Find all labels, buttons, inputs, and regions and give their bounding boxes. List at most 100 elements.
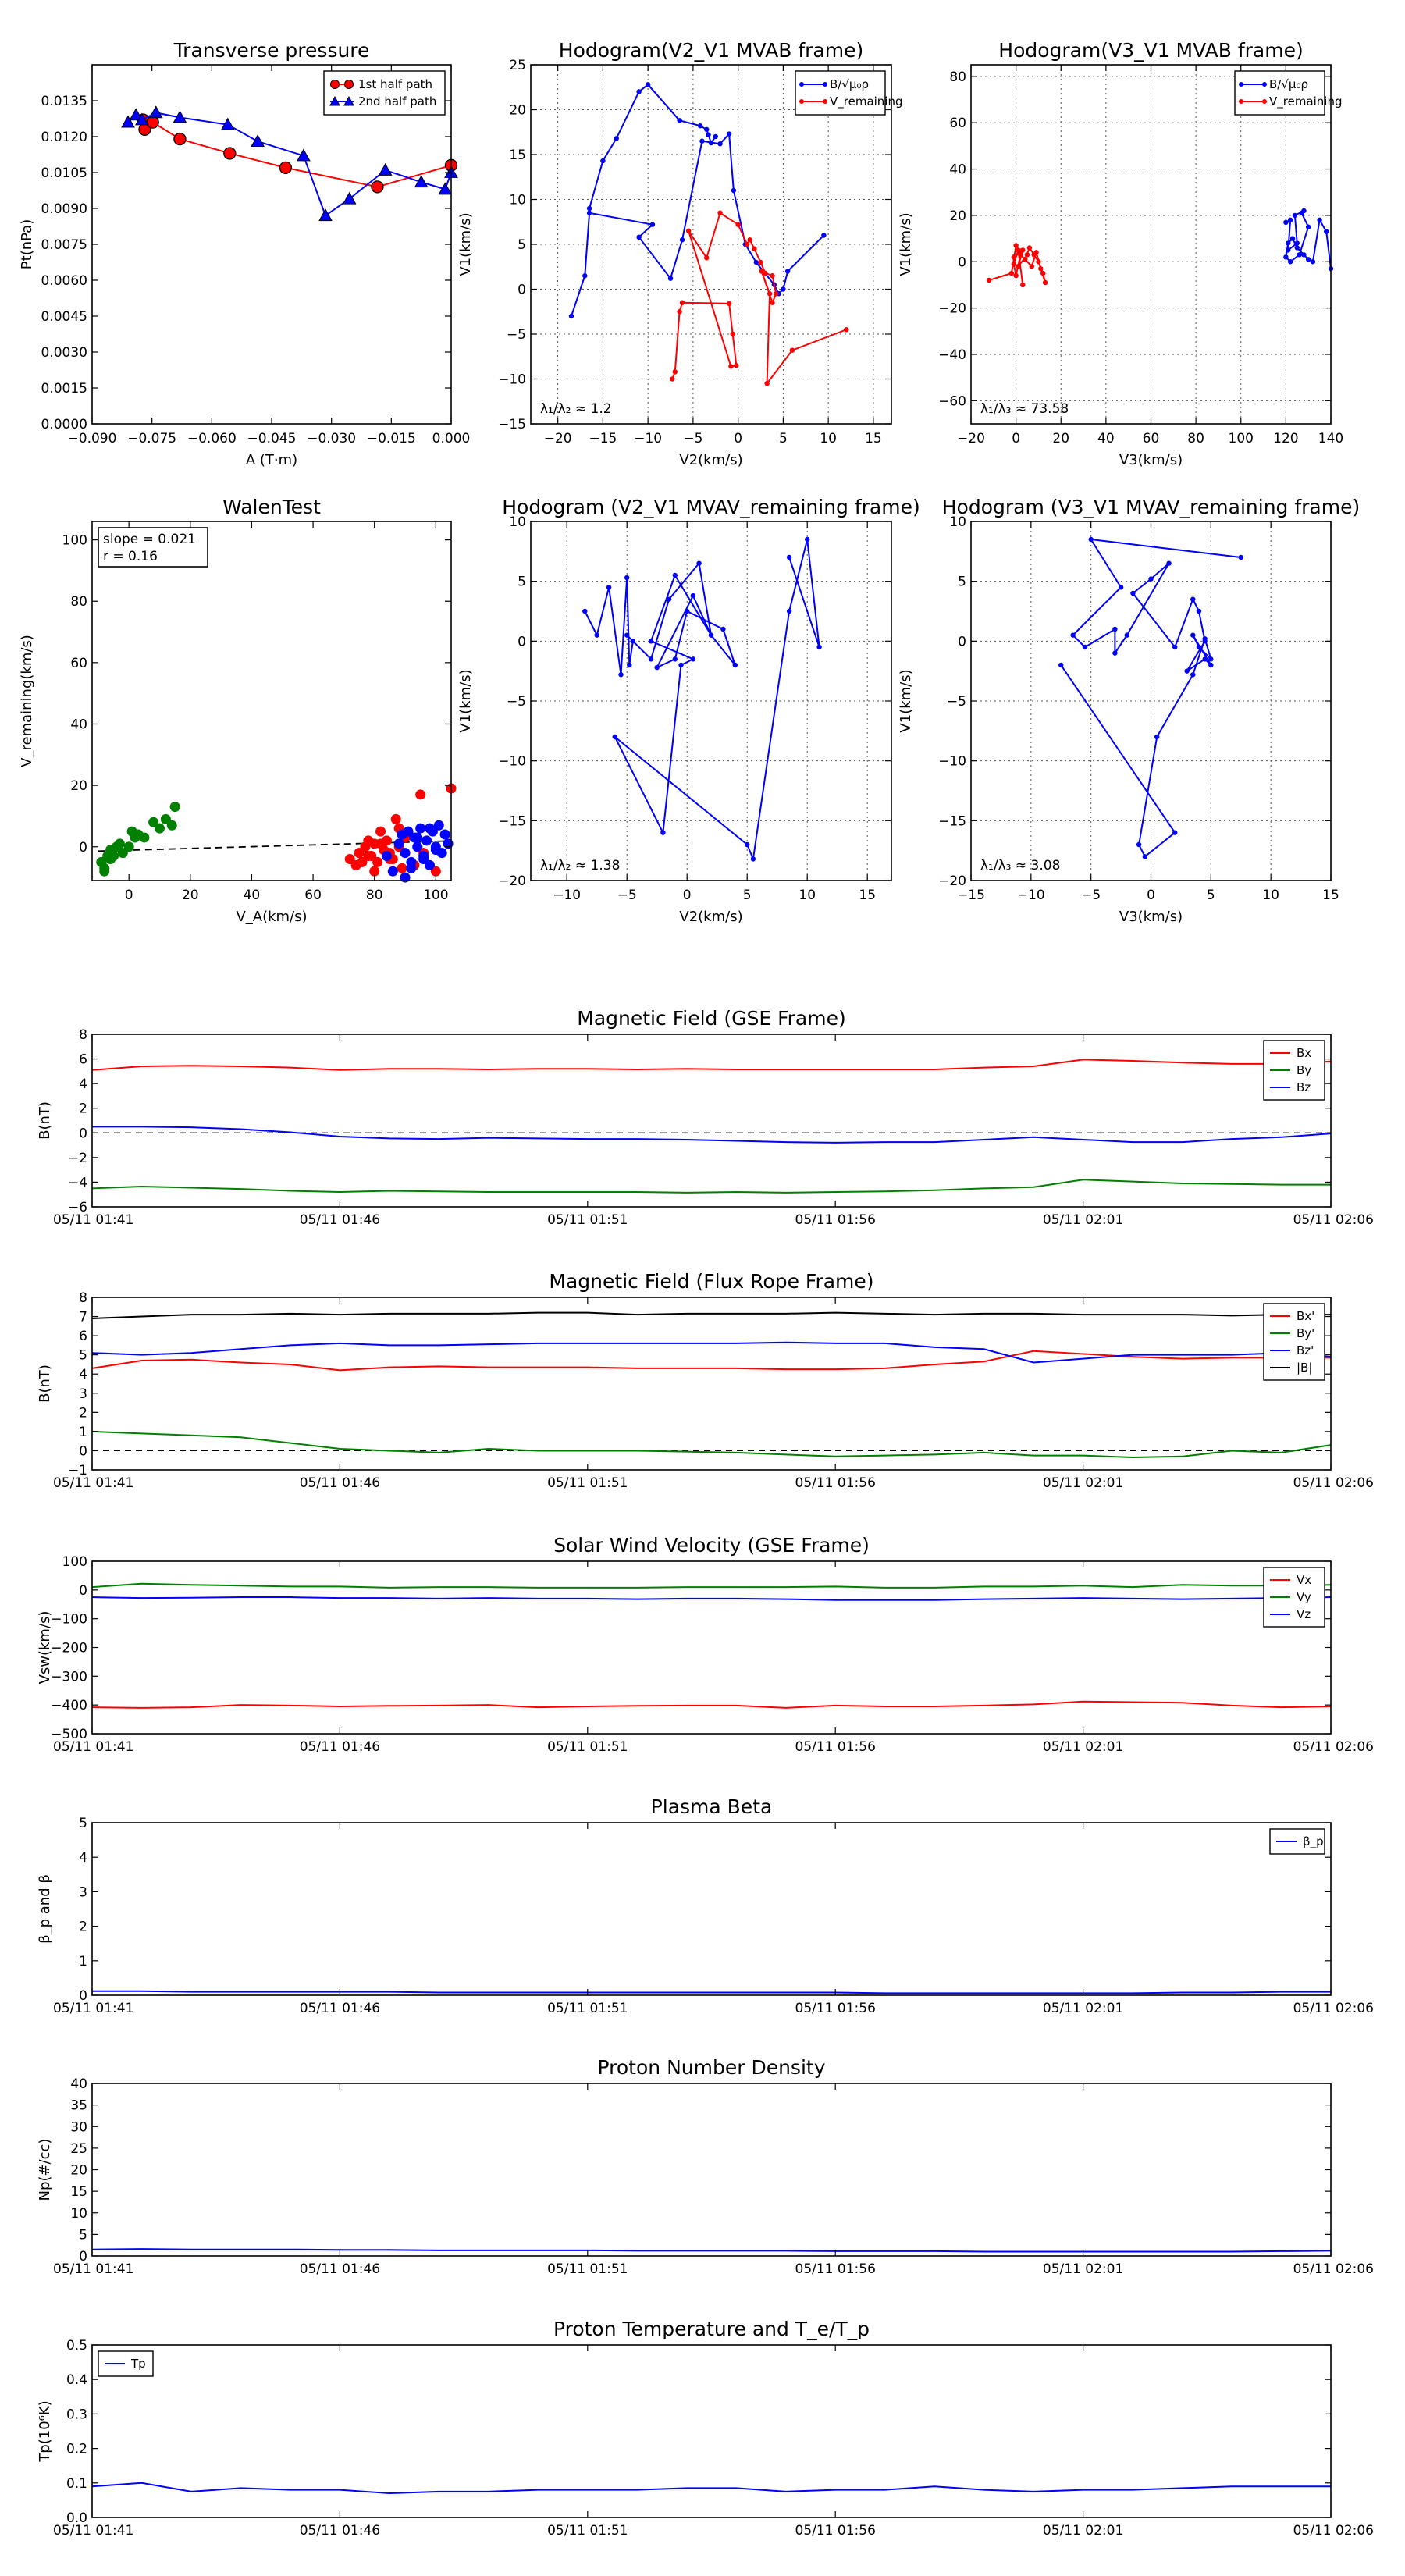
p2-series-1-point — [713, 133, 718, 140]
p2-series-0-point — [784, 269, 791, 274]
p4-series-0-point — [117, 848, 128, 859]
p5-ytick-label: −10 — [498, 754, 526, 770]
t4-ylabel: β_p and β — [37, 1874, 53, 1944]
p1-series-1-point — [297, 148, 311, 162]
p2-ytick-label: 10 — [509, 193, 526, 208]
p6-series-0-point — [1154, 734, 1160, 740]
p5-title: Hodogram (V2_V1 MVAV_remaining frame) — [502, 496, 920, 518]
p4-series-1-point — [344, 853, 355, 864]
p6-xtick-label: 15 — [1322, 888, 1339, 903]
p4-frame — [91, 521, 452, 881]
p3-ratio-annotation: λ₁/λ₃ ≈ 73.58 — [980, 401, 1069, 417]
p5-series-0-point — [690, 592, 696, 599]
p5-series-0-point — [690, 656, 696, 662]
t3-ytick-label: −300 — [51, 1669, 87, 1685]
p5-series-0-point — [685, 608, 690, 614]
p2-ytick-label: 20 — [509, 103, 526, 119]
p3-series-1-point — [1024, 252, 1030, 258]
p4-series-2-point — [433, 820, 444, 831]
t1-xtick-label: 05/11 01:56 — [795, 1212, 876, 1228]
p2-series-2-point — [735, 222, 741, 227]
p1-legend-label: 1st half path — [358, 77, 432, 91]
p2-series-0-point — [753, 259, 759, 265]
p4-r-label: r = 0.16 — [103, 549, 158, 564]
p6-ytick-label: 0 — [958, 634, 966, 649]
t5-ylabel: Np(#/cc) — [37, 2139, 53, 2201]
t5-frame — [91, 2083, 1332, 2257]
p6-series-0-point — [1238, 554, 1243, 560]
t3-ytick-label: 100 — [62, 1554, 87, 1570]
p6-series-0-point — [1058, 662, 1064, 668]
p3-xlabel: V3(km/s) — [1119, 452, 1183, 468]
t5-xtick-label: 05/11 02:06 — [1293, 2261, 1374, 2277]
p1-series-1-point — [135, 112, 149, 126]
t2-xtick-label: 05/11 01:46 — [300, 1475, 380, 1491]
t5-ytick-label: 40 — [70, 2076, 87, 2092]
p1-xtick-label: −0.090 — [68, 431, 117, 447]
p3-series-0-point — [1283, 219, 1289, 226]
p2-xtick-label: 10 — [820, 431, 837, 447]
t5-xtick-label: 05/11 01:51 — [547, 2261, 628, 2277]
p4-series-0-point — [99, 863, 110, 873]
t1-ylabel: B(nT) — [37, 1101, 53, 1140]
p5-ytick-label: 10 — [509, 514, 526, 530]
t3-xtick-label: 05/11 01:56 — [795, 1739, 876, 1755]
p2-series-2-point — [758, 259, 763, 265]
p1-series-0-point — [146, 116, 159, 129]
t3-xtick-label: 05/11 02:06 — [1293, 1739, 1374, 1755]
p4-title: WalenTest — [222, 496, 321, 518]
t5-ytick-label: 15 — [70, 2184, 87, 2200]
t4-xtick-label: 05/11 01:56 — [795, 2001, 876, 2016]
p2-series-2-point — [759, 269, 764, 274]
p1-legend-label: 2nd half path — [358, 94, 436, 109]
p5-series-0-point — [732, 662, 738, 668]
p2-series-1-point — [704, 126, 710, 132]
t1-ytick-label: 2 — [79, 1101, 87, 1117]
p5-series-0-point — [606, 585, 612, 590]
p6-series-0-point — [1118, 585, 1124, 590]
p6-xtick-label: −5 — [1081, 888, 1101, 903]
p6-series-0-point — [1202, 656, 1208, 662]
t6-ytick-label: 0.5 — [66, 2338, 87, 2354]
p1-series-1-point — [173, 110, 187, 123]
p3-ytick-label: 40 — [949, 162, 966, 178]
t2-legend-label: Bz' — [1297, 1343, 1314, 1357]
p2-ytick-label: 15 — [509, 148, 526, 163]
p4-series-1-point — [375, 826, 386, 837]
t3-xtick-label: 05/11 01:51 — [547, 1739, 628, 1755]
p1-series-1-point — [220, 117, 235, 130]
p3-series-1-point — [1011, 254, 1016, 260]
t6-frame — [91, 2344, 1332, 2518]
p1-legend-marker — [329, 95, 340, 106]
p4-xtick-label: 80 — [366, 888, 383, 903]
p2-series-1-point — [645, 82, 651, 87]
p2-series-1-point — [708, 140, 714, 146]
p2-series-2-point — [747, 237, 752, 243]
p4-series-2-point — [387, 866, 398, 877]
t3-title: Solar Wind Velocity (GSE Frame) — [553, 1534, 870, 1557]
p1-ytick-label: 0.0075 — [41, 237, 87, 253]
t2-xtick-label: 05/11 01:51 — [547, 1475, 628, 1491]
p2-series-2-point — [672, 369, 678, 375]
p2-ytick-label: −15 — [498, 417, 526, 432]
p5-xlabel: V2(km/s) — [679, 909, 742, 925]
p4-xlabel: V_A(km/s) — [236, 909, 307, 925]
p4-series-2-point — [406, 863, 417, 873]
p3-legend — [1234, 70, 1325, 116]
p4-series-1-point — [369, 866, 380, 877]
t2-xtick-label: 05/11 01:56 — [795, 1475, 876, 1491]
p6-series-0-point — [1112, 626, 1118, 632]
p2-series-1-line — [589, 83, 717, 209]
p3-ytick-label: 20 — [949, 208, 966, 224]
p4-ytick-label: 80 — [70, 594, 87, 610]
t5-ytick-label: 20 — [70, 2163, 87, 2179]
p1-series-1-point — [414, 175, 429, 188]
p6-series-0-point — [1172, 644, 1178, 650]
t1-frame — [91, 1034, 1332, 1208]
p6-xtick-label: 5 — [1207, 888, 1215, 903]
p4-fit-line — [98, 840, 452, 852]
p3-ytick-label: −60 — [938, 393, 966, 409]
p1-series-1-point — [318, 208, 333, 222]
p3-xtick-label: 60 — [1143, 431, 1160, 447]
t6-xtick-label: 05/11 01:46 — [300, 2523, 380, 2539]
